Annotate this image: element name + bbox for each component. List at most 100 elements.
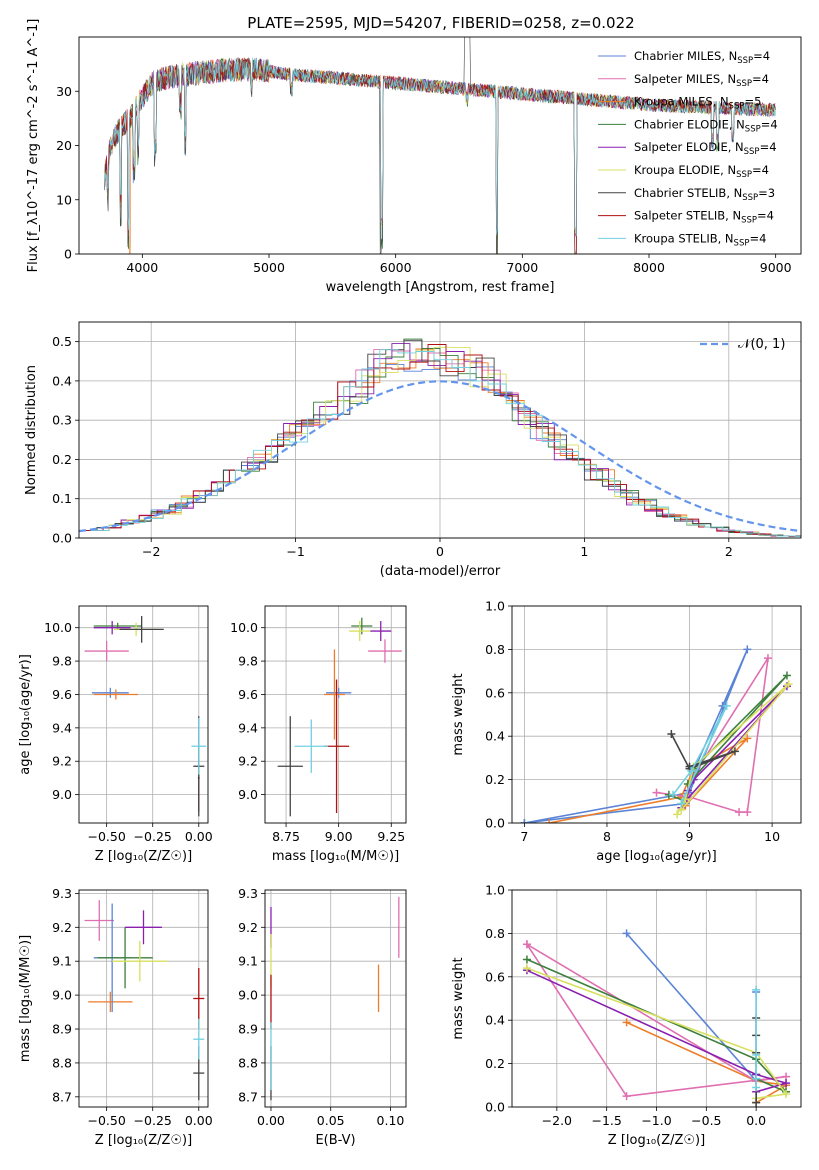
y-tick-label: 0.2 (485, 772, 505, 787)
panel-residuals: −2 −1 0 1 2 0.0 0.1 0.2 0.3 0.4 0.5 (data-model)/er… (24, 321, 802, 579)
legend-label: Chabrier STELIB, NSSP=3 (634, 186, 775, 203)
x-tick-label: 6000 (380, 260, 412, 275)
plot-area (520, 645, 793, 823)
x-tick-label: −2 (142, 544, 160, 559)
y-tick-label: 9.0 (238, 787, 258, 802)
marker-salpeter_miles (735, 808, 744, 817)
y-axis-label: Flux [f_λ10^-17 erg cm^-2 s^-1 A^-1] (26, 19, 41, 273)
marker-chabrier_miles (520, 819, 529, 823)
x-tick-label: 9.25 (377, 829, 405, 844)
marker-salpeter_miles (522, 940, 531, 949)
y-tick-label: 0 (64, 247, 72, 262)
marker-salpeter_miles (763, 654, 772, 663)
y-tick-label: 0.8 (485, 926, 505, 941)
y-tick-label: 0.2 (485, 1056, 505, 1071)
series-salpeter_elodie (526, 969, 789, 1093)
marker-chabrier_stelib (752, 1098, 761, 1107)
y-tick-label: 20 (56, 138, 72, 153)
x-tick-label: 9 (686, 829, 694, 844)
y-tick-label: 9.8 (52, 654, 72, 669)
y-tick-label: 9.2 (238, 754, 258, 769)
x-tick-label: 0.00 (257, 1113, 285, 1128)
marker-kroupa_elodie (782, 1089, 791, 1098)
x-tick-label: −1 (286, 544, 304, 559)
y-tick-label: 8.7 (52, 1089, 72, 1104)
hist-kroupa_stelib (91, 349, 801, 537)
legend-label: Salpeter STELIB, NSSP=4 (634, 209, 774, 226)
marker-kroupa_stelib (752, 1083, 761, 1092)
hist-chabrier_stelib (79, 339, 801, 537)
plot-area (79, 338, 801, 538)
marker-salpeter_miles (652, 788, 661, 797)
x-tick-label: 9.00 (325, 829, 353, 844)
legend-label: Kroupa ELODIE, NSSP=4 (634, 163, 769, 180)
y-tick-label: 0.4 (485, 1013, 505, 1028)
y-tick-label: 0.2 (52, 452, 72, 467)
y-tick-label: 8.8 (52, 1055, 72, 1070)
y-tick-label: 8.8 (238, 1055, 258, 1070)
y-tick-label: 8.9 (238, 1022, 258, 1037)
y-tick-label: 9.1 (238, 954, 258, 969)
spectrum-line-kroupa_stelib (104, 57, 776, 237)
plot-area (104, 37, 776, 254)
x-tick-label: 0 (436, 544, 444, 559)
y-tick-label: 9.0 (52, 988, 72, 1003)
legend-label: Chabrier ELODIE, NSSP=4 (634, 117, 778, 134)
x-tick-label: 7 (520, 829, 528, 844)
marker-kroupa_miles (743, 734, 752, 743)
x-axis-label: Z [log₁₀(Z/Z☉)] (95, 1133, 192, 1148)
y-tick-label: 30 (56, 84, 72, 99)
marker-kroupa_elodie (784, 680, 793, 689)
y-tick-label: 0.0 (485, 1100, 505, 1115)
marker-salpeter_elodie (782, 1079, 791, 1088)
legend-label: Chabrier MILES, NSSP=4 (634, 49, 770, 66)
y-tick-label: 9.4 (238, 720, 258, 735)
series-kroupa_stelib (672, 705, 728, 804)
marker-kroupa_miles (622, 1018, 631, 1027)
x-axis-label: wavelength [Angstrom, rest frame] (326, 280, 555, 295)
y-tick-label: 9.2 (238, 920, 258, 935)
y-tick-label: 9.1 (52, 954, 72, 969)
plot-area (84, 616, 207, 817)
x-tick-label: 4000 (126, 260, 158, 275)
y-tick-label: 9.4 (52, 720, 72, 735)
marker-kroupa_stelib (669, 790, 678, 799)
panel-age-vs-Z: −0.50 −0.25 0.00 9.0 9.2 9.4 9.6 9.8 10.0 Z [log₁… (18, 605, 213, 864)
y-tick-label: 9.6 (52, 687, 72, 702)
marker-chabrier_stelib (730, 747, 739, 756)
plot-area (522, 929, 791, 1107)
panel-spectrum: 4000 5000 6000 7000 8000 9000 0 10 20 30 wavelengt… (26, 19, 802, 295)
marker-kroupa_elodie (522, 964, 531, 973)
legend-label: Kroupa STELIB, NSSP=4 (634, 231, 766, 248)
x-tick-label: 5000 (253, 260, 285, 275)
y-axis-label: mass [log₁₀(M/M☉)] (18, 935, 33, 1062)
series-kroupa_elodie (526, 967, 788, 1100)
gaussian-curve (79, 380, 801, 533)
marker-kroupa_miles (545, 819, 554, 823)
series-chabrier_miles (625, 932, 757, 1084)
x-tick-label: 1 (580, 544, 588, 559)
figure-title: PLATE=2595, MJD=54207, FIBERID=0258, z=0… (247, 14, 634, 32)
x-tick-label: −1.0 (641, 1113, 671, 1128)
marker-chabrier_elodie (522, 955, 531, 964)
plot-area (277, 617, 402, 817)
x-tick-label: 0.0 (746, 1113, 766, 1128)
x-axis-label: Z [log₁₀(Z/Z☉)] (95, 849, 192, 864)
legend: Chabrier MILES, NSSP=4 Salpeter MILES, NS… (598, 49, 778, 248)
y-tick-label: 1.0 (485, 599, 505, 614)
x-tick-label: 8.75 (272, 829, 300, 844)
marker-kroupa_elodie (673, 810, 682, 819)
marker-kroupa_stelib (687, 766, 696, 775)
y-tick-label: 10 (56, 192, 72, 207)
y-tick-label: 0.5 (52, 334, 72, 349)
marker-chabrier_miles (743, 645, 752, 654)
y-tick-label: 0.6 (485, 685, 505, 700)
y-tick-label: 0.0 (485, 816, 505, 831)
axes-frame (264, 889, 407, 1108)
x-tick-label: −0.25 (134, 829, 172, 844)
y-tick-label: 10.0 (44, 620, 72, 635)
x-tick-label: 0.10 (377, 1113, 405, 1128)
y-tick-label: 9.0 (52, 787, 72, 802)
series-kroupa_miles (626, 1021, 789, 1104)
